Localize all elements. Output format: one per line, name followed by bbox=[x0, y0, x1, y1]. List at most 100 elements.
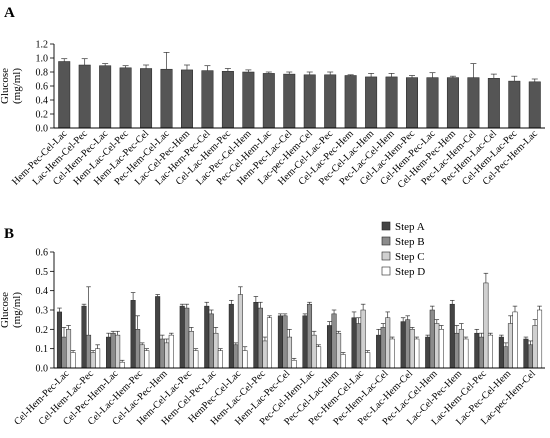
bar bbox=[262, 73, 275, 129]
bar bbox=[237, 294, 243, 369]
bar bbox=[242, 350, 248, 369]
y-axis-label-line: (mg/ml) bbox=[11, 292, 23, 328]
y-tick-label: 0.0 bbox=[36, 364, 49, 375]
bar bbox=[446, 77, 459, 129]
bar bbox=[537, 309, 543, 369]
bar bbox=[429, 309, 435, 369]
bar bbox=[356, 323, 362, 369]
y-axis-label-line: (mg/ml) bbox=[11, 68, 23, 104]
bar bbox=[106, 336, 112, 369]
bar bbox=[90, 352, 96, 369]
y-tick-label: 0.6 bbox=[36, 82, 49, 93]
bar bbox=[228, 303, 234, 369]
bar bbox=[135, 329, 141, 369]
bar bbox=[155, 296, 161, 369]
y-tick-label: 1.2 bbox=[36, 40, 49, 51]
y-tick-label: 0.4 bbox=[36, 286, 49, 297]
bar bbox=[478, 336, 484, 369]
bar bbox=[360, 309, 366, 369]
bar bbox=[376, 334, 382, 369]
bar bbox=[385, 76, 398, 129]
bar bbox=[119, 67, 132, 129]
bar bbox=[414, 338, 420, 369]
y-tick-label: 0.5 bbox=[36, 267, 49, 278]
bar bbox=[86, 334, 92, 369]
y-axis-label: Glucose(mg/ml) bbox=[0, 292, 23, 328]
bar bbox=[61, 336, 67, 369]
bar bbox=[164, 342, 170, 369]
legend-entry: Step A bbox=[395, 221, 425, 233]
panel-b-label: B bbox=[4, 226, 14, 242]
bar bbox=[70, 352, 76, 369]
bar bbox=[95, 348, 101, 369]
bar bbox=[144, 350, 150, 369]
bar bbox=[365, 76, 378, 129]
bar bbox=[181, 69, 193, 129]
bar bbox=[474, 332, 480, 369]
y-tick-label: 0.1 bbox=[36, 344, 49, 355]
bar bbox=[66, 329, 72, 369]
bar bbox=[458, 329, 464, 369]
bar bbox=[434, 323, 440, 369]
bar bbox=[389, 338, 395, 369]
bar bbox=[425, 336, 431, 369]
panel-b: B Glucose(mg/ml)0.00.10.20.30.40.50.6Cel… bbox=[0, 221, 545, 428]
bar bbox=[168, 334, 174, 369]
bar bbox=[528, 81, 541, 129]
y-tick-label: 1.0 bbox=[36, 54, 49, 65]
bar bbox=[257, 307, 263, 369]
bar bbox=[449, 303, 455, 369]
bar bbox=[303, 74, 316, 129]
bar bbox=[344, 75, 357, 129]
y-tick-label: 0.2 bbox=[36, 325, 49, 336]
bar bbox=[532, 325, 538, 369]
bar bbox=[193, 350, 199, 369]
bar bbox=[78, 64, 91, 129]
bar bbox=[188, 331, 194, 369]
bar bbox=[115, 334, 121, 369]
bar bbox=[179, 305, 185, 369]
legend-entry: Step D bbox=[395, 266, 425, 278]
bar bbox=[283, 73, 296, 129]
bar bbox=[99, 65, 112, 129]
bar bbox=[351, 317, 357, 369]
panel-a: A Glucose(mg/ml)0.00.20.40.60.81.01.2Hem… bbox=[0, 5, 545, 191]
bar bbox=[316, 346, 322, 369]
bar bbox=[365, 352, 371, 369]
legend-swatch bbox=[381, 251, 391, 261]
bar bbox=[507, 323, 513, 369]
bar bbox=[324, 74, 337, 129]
bar bbox=[487, 334, 493, 369]
bar bbox=[331, 313, 337, 369]
bar bbox=[426, 77, 439, 129]
y-tick-label: 0.2 bbox=[36, 110, 49, 121]
y-axis-label-line: Glucose bbox=[0, 68, 11, 104]
bar bbox=[306, 303, 313, 369]
bar bbox=[262, 340, 268, 369]
bar bbox=[336, 332, 342, 369]
legend-entry: Step B bbox=[395, 236, 425, 248]
bar bbox=[277, 315, 283, 369]
bar bbox=[204, 305, 210, 369]
bar bbox=[130, 300, 136, 369]
bar bbox=[201, 70, 214, 129]
bar bbox=[483, 282, 489, 369]
bar bbox=[110, 332, 116, 369]
bar bbox=[139, 344, 145, 369]
bar bbox=[302, 315, 308, 369]
bar bbox=[311, 334, 317, 369]
bar bbox=[512, 311, 518, 369]
bar bbox=[217, 350, 223, 369]
bar bbox=[380, 327, 386, 369]
bar bbox=[406, 77, 419, 129]
panel-a-label: A bbox=[4, 5, 15, 21]
bar bbox=[454, 332, 460, 369]
bar bbox=[119, 361, 125, 369]
bar bbox=[56, 311, 62, 369]
bar bbox=[221, 71, 234, 129]
y-tick-label: 0.0 bbox=[36, 124, 49, 135]
bar bbox=[160, 68, 173, 129]
y-tick-label: 0.6 bbox=[36, 248, 49, 259]
bar bbox=[253, 302, 259, 369]
